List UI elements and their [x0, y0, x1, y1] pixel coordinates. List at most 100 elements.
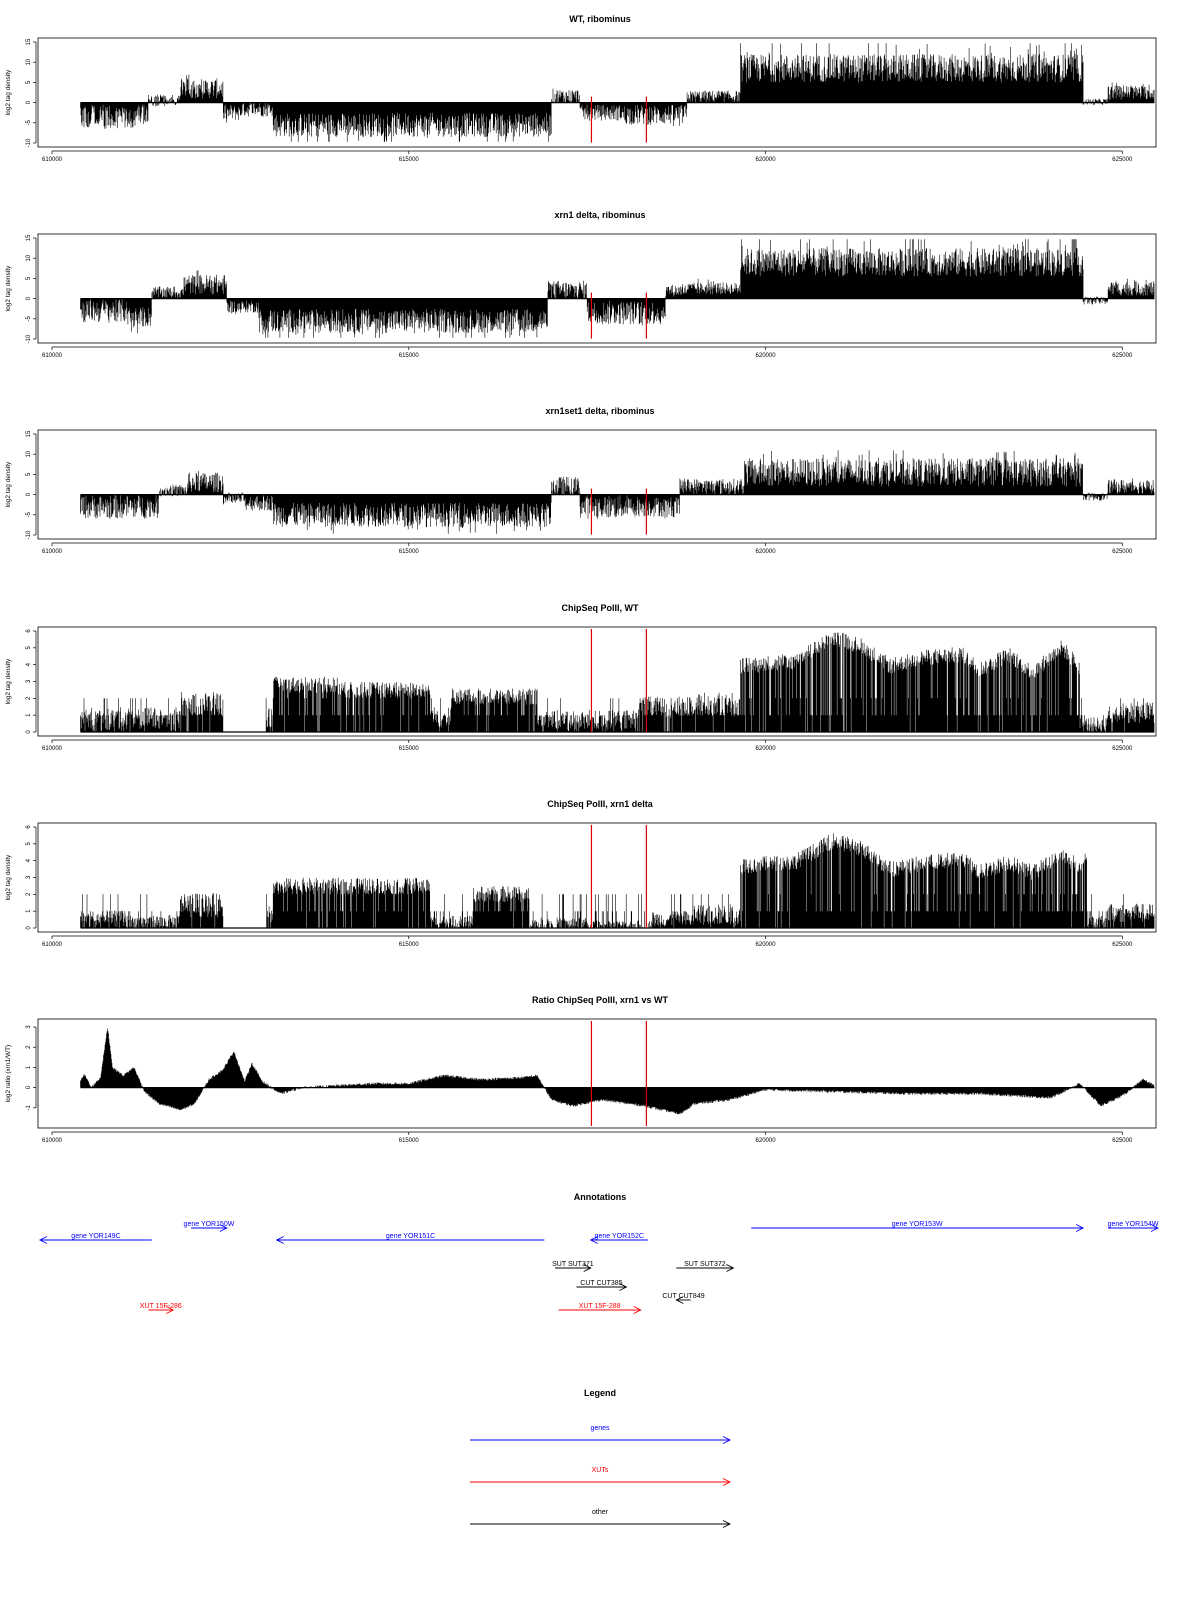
annotation-gene: gene YOR153W: [751, 1221, 1085, 1232]
legend: Legend genes XUTs other: [470, 1388, 732, 1528]
legend-label: other: [592, 1509, 609, 1516]
y-tick-label: 0: [26, 296, 32, 300]
y-axis: 0 1 2 3 4 5 6: [26, 825, 37, 930]
y-tick-label: 5: [26, 472, 32, 476]
y-axis-label: log2 tag density: [5, 461, 12, 507]
panel-title: WT, ribominus: [569, 14, 631, 24]
x-tick-label: 615000: [399, 942, 420, 948]
legend-label: genes: [590, 1425, 610, 1432]
panel-title: ChipSeq PolII, xrn1 delta: [547, 799, 654, 809]
x-tick-label: 620000: [756, 157, 777, 163]
y-axis: -10 -5 0 5 10 15: [26, 430, 37, 539]
plot-frame: [37, 822, 1157, 933]
x-tick-label: 620000: [756, 746, 777, 752]
legend-title: Legend: [584, 1388, 616, 1398]
y-tick-label: -5: [26, 511, 32, 517]
x-tick-label: 615000: [399, 1138, 420, 1144]
y-axis: 0 1 2 3 4 5 6: [26, 629, 37, 734]
panel-title: xrn1 delta, ribominus: [554, 210, 645, 220]
x-tick-label: 610000: [42, 746, 63, 752]
y-axis: -10 -5 0 5 10 15: [26, 234, 37, 343]
x-tick-label: 625000: [1112, 157, 1133, 163]
bar-series-path: [80, 833, 1155, 928]
x-tick-label: 610000: [42, 353, 63, 359]
data-series: [80, 239, 1155, 338]
plot-frame: [37, 626, 1157, 737]
y-tick-label: -5: [26, 315, 32, 321]
x-tick-label: 615000: [399, 549, 420, 555]
panel-title: Ratio ChipSeq PolII, xrn1 vs WT: [532, 995, 669, 1005]
chart-panel-3: xrn1set1 delta, ribominus log2 tag densit…: [5, 406, 1157, 555]
y-tick-label: 5: [26, 842, 32, 846]
y-tick-label: 15: [26, 430, 32, 437]
x-tick-label: 620000: [756, 353, 777, 359]
y-axis-label: log2 ratio (xrn1/WT): [5, 1045, 12, 1102]
annotation-label: gene YOR153W: [892, 1221, 943, 1228]
x-axis: 610000 615000 620000 625000: [42, 150, 1133, 163]
data-series: [80, 450, 1155, 534]
x-tick-label: 625000: [1112, 353, 1133, 359]
x-tick-label: 610000: [42, 1138, 63, 1144]
y-axis: -10 -5 0 5 10 15: [26, 38, 37, 147]
y-tick-label: 10: [26, 450, 32, 457]
annotation-xut: XUT 15F-286: [140, 1303, 182, 1314]
x-tick-label: 625000: [1112, 1138, 1133, 1144]
x-tick-label: 625000: [1112, 549, 1133, 555]
bar-series-path: [80, 1028, 1155, 1115]
y-tick-label: 5: [26, 80, 32, 84]
annotation-label: gene YOR154W: [1108, 1221, 1159, 1228]
y-tick-label: 1: [26, 1065, 32, 1069]
y-tick-label: 10: [26, 254, 32, 261]
annotation-other: CUT CUT849: [662, 1293, 705, 1304]
x-tick-label: 620000: [756, 549, 777, 555]
annotation-label: XUT 15F-288: [579, 1303, 621, 1310]
annotation-gene: gene YOR150W: [184, 1221, 235, 1232]
annotation-label: gene YOR149C: [71, 1233, 120, 1240]
plot-frame: [37, 233, 1157, 344]
y-tick-label: 3: [26, 875, 32, 879]
annotation-label: gene YOR150W: [184, 1221, 235, 1228]
annotation-other: CUT CUT385: [576, 1280, 628, 1291]
x-axis: 610000 615000 620000 625000: [42, 935, 1133, 948]
x-tick-label: 620000: [756, 942, 777, 948]
data-series: [80, 1028, 1155, 1115]
panel-title: ChipSeq PolII, WT: [562, 603, 639, 613]
legend-label: XUTs: [592, 1467, 609, 1474]
annotation-label: XUT 15F-286: [140, 1303, 182, 1310]
y-tick-label: 0: [26, 100, 32, 104]
x-tick-label: 610000: [42, 157, 63, 163]
annotation-label: CUT CUT385: [580, 1280, 622, 1287]
x-tick-label: 625000: [1112, 942, 1133, 948]
bar-series-path: [80, 239, 1155, 338]
y-tick-label: 2: [26, 1045, 32, 1049]
y-tick-label: 0: [26, 730, 32, 734]
y-tick-label: 0: [26, 1085, 32, 1089]
annotations-title: Annotations: [574, 1192, 627, 1202]
y-axis-label: log2 tag density: [5, 265, 12, 311]
y-axis: -1 0 1 2 3: [26, 1025, 37, 1111]
annotation-xut: XUT 15F-288: [558, 1303, 642, 1314]
y-tick-label: 3: [26, 1025, 32, 1029]
panel-title: xrn1set1 delta, ribominus: [545, 406, 654, 416]
y-tick-label: 2: [26, 696, 32, 700]
plot-frame: [37, 37, 1157, 148]
legend-entry: genes: [470, 1425, 732, 1444]
x-axis: 610000 615000 620000 625000: [42, 739, 1133, 752]
x-axis: 610000 615000 620000 625000: [42, 346, 1133, 359]
x-tick-label: 610000: [42, 549, 63, 555]
bar-series-path: [80, 450, 1155, 534]
bar-series-path: [80, 43, 1155, 142]
y-tick-label: 4: [26, 858, 32, 862]
data-series: [80, 833, 1155, 928]
y-tick-label: 4: [26, 662, 32, 666]
bar-series-path: [80, 632, 1155, 732]
annotation-other: SUT SUT371: [552, 1261, 594, 1272]
x-axis: 610000 615000 620000 625000: [42, 1131, 1133, 1144]
y-tick-label: -10: [26, 530, 32, 539]
y-tick-label: 5: [26, 276, 32, 280]
x-tick-label: 610000: [42, 942, 63, 948]
y-axis-label: log2 tag density: [5, 69, 12, 115]
annotation-gene: gene YOR151C: [275, 1233, 545, 1244]
y-tick-label: 6: [26, 825, 32, 829]
x-tick-label: 620000: [756, 1138, 777, 1144]
